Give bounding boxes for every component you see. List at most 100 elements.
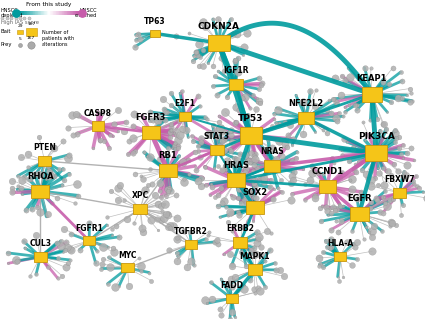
Point [325, 98, 332, 103]
Point [208, 296, 215, 301]
Point [190, 53, 197, 58]
Point [241, 286, 247, 291]
Point [111, 250, 118, 255]
Point [225, 212, 232, 218]
Bar [23, 11, 24, 15]
Point [126, 138, 133, 143]
Point [242, 201, 249, 206]
Point [232, 119, 239, 124]
Point [251, 195, 258, 200]
Point [337, 219, 344, 224]
Point [138, 263, 145, 268]
Point [113, 224, 120, 229]
Point [235, 210, 242, 215]
Point [241, 45, 247, 50]
Point [312, 195, 318, 200]
Point [300, 132, 306, 137]
Point [398, 95, 405, 100]
Point [311, 103, 318, 108]
Text: KEAP1: KEAP1 [357, 74, 387, 83]
Point [349, 228, 356, 233]
Bar [32, 11, 33, 15]
Point [339, 148, 346, 153]
Point [269, 124, 276, 129]
Point [251, 163, 258, 168]
Point [285, 133, 292, 138]
Point [156, 182, 162, 187]
Point [231, 58, 238, 63]
Point [209, 122, 216, 128]
Point [103, 222, 110, 227]
Point [174, 236, 181, 241]
Point [340, 275, 347, 280]
Point [342, 77, 348, 82]
Point [220, 252, 227, 257]
Point [193, 178, 200, 183]
Point [363, 225, 369, 230]
Point [218, 135, 225, 140]
Point [211, 166, 218, 171]
Bar [75, 11, 76, 15]
Point [241, 247, 247, 252]
Point [92, 261, 99, 266]
Point [169, 224, 176, 229]
Point [32, 232, 39, 237]
Text: FGFR3: FGFR3 [136, 113, 166, 122]
Point [328, 211, 334, 216]
Text: From this study: From this study [26, 2, 71, 7]
Point [336, 201, 343, 206]
Point [204, 116, 210, 121]
Point [307, 177, 314, 182]
Point [105, 255, 112, 260]
Point [257, 288, 264, 293]
Point [316, 255, 323, 260]
Bar [72, 11, 73, 15]
Point [95, 110, 102, 115]
Point [416, 185, 422, 190]
Point [109, 232, 116, 237]
Point [156, 119, 162, 124]
Point [246, 106, 253, 111]
Point [339, 170, 346, 175]
Point [216, 114, 223, 119]
Point [251, 246, 258, 251]
Point [229, 195, 236, 200]
Point [350, 167, 357, 172]
Point [239, 223, 246, 228]
Point [322, 238, 329, 243]
Point [323, 209, 330, 214]
Point [273, 267, 280, 272]
Point [248, 191, 255, 196]
Point [160, 215, 167, 220]
Point [355, 160, 362, 165]
Bar [31, 11, 32, 15]
Point [246, 160, 253, 165]
FancyBboxPatch shape [350, 207, 368, 221]
Point [353, 170, 360, 175]
Point [46, 169, 53, 174]
Point [380, 135, 387, 140]
FancyBboxPatch shape [179, 112, 191, 121]
Point [231, 57, 238, 62]
Point [299, 101, 306, 106]
Point [38, 172, 45, 177]
Text: HNSCC
enriched: HNSCC enriched [75, 8, 97, 19]
Point [375, 170, 382, 175]
Point [228, 229, 235, 234]
Bar [61, 11, 62, 15]
Point [386, 197, 393, 202]
Point [244, 112, 251, 117]
Point [218, 168, 225, 173]
Point [107, 264, 113, 270]
Point [216, 125, 223, 130]
Bar [74, 11, 75, 15]
Point [172, 127, 179, 132]
Point [361, 65, 368, 70]
Bar [20, 11, 21, 15]
Point [171, 144, 178, 149]
Point [176, 133, 183, 138]
Point [131, 220, 138, 225]
Point [353, 103, 360, 108]
Point [276, 138, 283, 143]
Point [262, 258, 269, 263]
